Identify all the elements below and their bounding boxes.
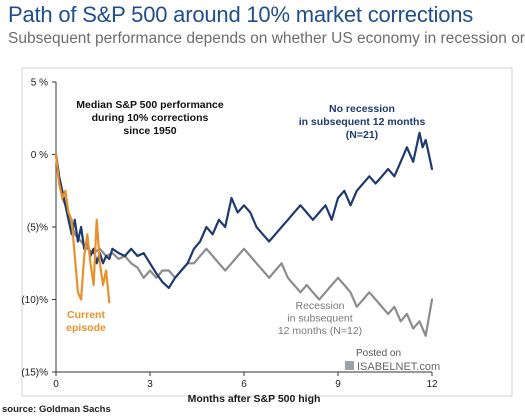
y-tick-label: (15)% bbox=[21, 368, 48, 379]
series-group bbox=[54, 131, 434, 337]
annotation-recession: Recession in subsequent 12 months (N=12) bbox=[278, 300, 362, 337]
series-line-current-episode bbox=[54, 153, 111, 304]
watermark-line2: ISABELNET.com bbox=[357, 361, 440, 373]
x-tick-label: 12 bbox=[426, 379, 438, 390]
y-tick-label: 0 % bbox=[31, 150, 48, 161]
series-line-no-recession bbox=[54, 131, 434, 289]
axes: 5 % 0 % (5)% (10)% (15)% 0 3 6 9 12 Months after S… bbox=[21, 67, 513, 405]
chart-frame bbox=[21, 67, 513, 397]
x-axis-label: Months after S&P 500 high bbox=[188, 393, 321, 405]
x-tick-label: 6 bbox=[241, 379, 247, 390]
y-tick-label: (5)% bbox=[27, 223, 48, 234]
annotations: Median S&P 500 performance during 10% cor… bbox=[66, 99, 440, 373]
series-line-recession bbox=[54, 153, 434, 337]
x-tick-label: 3 bbox=[147, 379, 153, 390]
watermark-line1: Posted on bbox=[356, 348, 401, 359]
page-subtitle: Subsequent performance depends on whethe… bbox=[8, 30, 525, 47]
annotation-no-recession: No recession in subsequent 12 months (N=21… bbox=[299, 103, 426, 141]
x-tick-label: 0 bbox=[53, 379, 59, 390]
annotation-main: Median S&P 500 performance during 10% cor… bbox=[76, 99, 224, 137]
y-tick-label: 5 % bbox=[31, 78, 48, 89]
page-title: Path of S&P 500 around 10% market correc… bbox=[8, 2, 474, 27]
x-tick-label: 9 bbox=[335, 379, 341, 390]
y-tick-label: (10)% bbox=[21, 295, 48, 306]
watermark-logo-icon bbox=[345, 361, 354, 370]
source-note: source: Goldman Sachs bbox=[2, 404, 111, 415]
annotation-current: Current episode bbox=[66, 309, 106, 334]
